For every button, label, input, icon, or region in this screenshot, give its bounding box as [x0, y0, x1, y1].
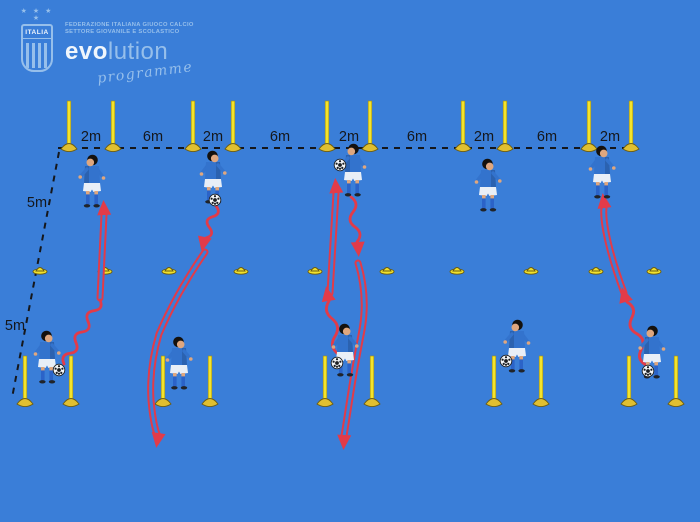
federation-line-1: FEDERAZIONE ITALIANA GIUOCO CALCIO — [65, 22, 194, 28]
distance-label: 2m — [474, 129, 494, 145]
mini-cone — [646, 267, 662, 275]
player — [33, 330, 61, 384]
slalom-pole-top — [104, 100, 122, 153]
slalom-pole-bottom — [363, 355, 381, 408]
brand-name-rest: lution — [107, 38, 169, 66]
player — [503, 319, 531, 373]
mini-cone — [588, 267, 604, 275]
player — [638, 325, 666, 379]
run-arrow-inner — [342, 261, 366, 438]
distance-label: 2m — [600, 129, 620, 145]
slalom-pole-bottom — [154, 355, 172, 408]
slalom-pole-bottom — [62, 355, 80, 408]
dribble-arrow — [625, 300, 648, 367]
mini-cone — [449, 267, 465, 275]
slalom-pole-top — [580, 100, 598, 153]
distance-label: 5m — [5, 318, 25, 334]
arrowhead — [321, 286, 336, 303]
distance-label: 6m — [270, 129, 290, 145]
brand-name-bold: evo — [65, 38, 108, 66]
run-arrow-inner — [98, 213, 106, 300]
slalom-pole-top — [60, 100, 78, 153]
player — [331, 323, 359, 377]
slalom-pole-bottom — [485, 355, 503, 408]
arrowhead — [329, 178, 344, 194]
slalom-pole-top — [496, 100, 514, 153]
slalom-pole-top — [318, 100, 336, 153]
mini-cone — [32, 267, 48, 275]
slalom-pole-top — [224, 100, 242, 153]
player — [474, 158, 502, 212]
shield-label: ITALIA — [23, 26, 51, 39]
player — [78, 154, 106, 208]
mini-cone — [523, 267, 539, 275]
mini-cone — [233, 267, 249, 275]
player — [165, 336, 193, 390]
slalom-pole-top — [622, 100, 640, 153]
slalom-pole-bottom — [316, 355, 334, 408]
run-arrow-inner — [602, 206, 626, 295]
soccer-ball — [330, 356, 344, 370]
arrowhead — [597, 193, 612, 209]
mini-cone — [379, 267, 395, 275]
dribble-arrow — [61, 298, 103, 366]
run-arrow-inner — [328, 191, 338, 295]
distance-label: 2m — [203, 129, 223, 145]
federation-line-2: SETTORE GIOVANILE E SCOLASTICO — [65, 29, 180, 36]
distance-label: 6m — [537, 129, 557, 145]
distance-label: 2m — [81, 129, 101, 145]
run-arrow-inner — [149, 250, 207, 436]
soccer-ball — [208, 193, 222, 207]
slalom-pole-bottom — [532, 355, 550, 408]
arrowhead — [619, 287, 633, 304]
dribble-arrow — [204, 204, 220, 240]
distance-label: 5m — [27, 195, 47, 211]
italia-shield-icon: ITALIA — [21, 24, 53, 72]
arrowhead — [151, 431, 166, 448]
slalom-pole-top — [184, 100, 202, 153]
mini-cone — [161, 267, 177, 275]
player — [588, 145, 616, 199]
logo-text-block: FEDERAZIONE ITALIANA GIUOCO CALCIO SETTO… — [65, 8, 194, 87]
arrowhead — [350, 241, 365, 257]
player — [339, 143, 367, 197]
soccer-ball — [333, 158, 347, 172]
arrowhead — [337, 434, 352, 450]
arrowhead — [197, 235, 212, 252]
italia-shield: ★ ★ ★ ★ ITALIA — [18, 8, 56, 82]
slalom-pole-top — [454, 100, 472, 153]
mini-cone — [307, 267, 323, 275]
slalom-pole-top — [361, 100, 379, 153]
distance-label: 6m — [143, 129, 163, 145]
shield-stripes — [26, 43, 48, 68]
soccer-ball — [641, 364, 655, 378]
slalom-pole-bottom — [201, 355, 219, 408]
boundary-line-left — [11, 151, 60, 399]
figc-evolution-logo: ★ ★ ★ ★ ITALIA FEDERAZIONE ITALIANA GIUO… — [18, 8, 194, 87]
soccer-ball — [499, 354, 513, 368]
brand-name: evolution — [65, 40, 194, 64]
distance-label: 2m — [339, 129, 359, 145]
stars-icon: ★ ★ ★ ★ — [20, 8, 54, 22]
arrowhead — [97, 200, 112, 216]
soccer-ball — [52, 363, 66, 377]
distance-label: 6m — [407, 129, 427, 145]
slalom-pole-bottom — [667, 355, 685, 408]
slalom-pole-bottom — [620, 355, 638, 408]
dribble-arrow — [348, 195, 362, 244]
slalom-pole-bottom — [16, 355, 34, 408]
